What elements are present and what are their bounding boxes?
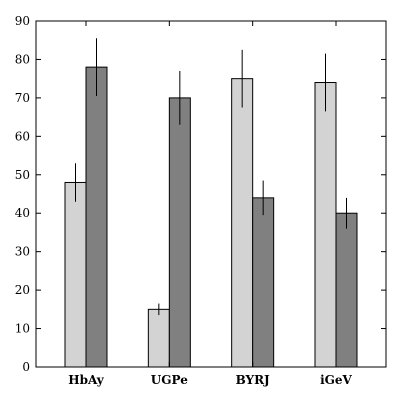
bar-BYRJ-series2 [252, 197, 275, 368]
bar-BYRJ-series1 [231, 78, 254, 368]
x-category-label-UGPe: UGPe [151, 373, 188, 387]
bars-layer [64, 66, 358, 368]
y-tick-label-30: 30 [15, 245, 30, 259]
bar-HbAy-series2 [85, 66, 108, 368]
x-category-label-BYRJ: BYRJ [236, 373, 270, 387]
bar-UGPe-series2 [168, 97, 191, 368]
y-tick-label-20: 20 [15, 283, 30, 297]
plot-frame [35, 20, 387, 368]
bar-HbAy-series1 [64, 181, 87, 368]
y-tick-label-90: 90 [15, 14, 30, 28]
error-bars-layer [75, 38, 347, 316]
bar-iGeV-series1 [314, 82, 337, 368]
bar-iGeV-series2 [335, 212, 358, 368]
y-tick-label-10: 10 [15, 322, 30, 336]
x-axis: HbAy UGPe BYRJ iGeV [68, 21, 353, 387]
bar-UGPe-series1 [147, 308, 170, 368]
y-tick-label-70: 70 [15, 91, 30, 105]
y-tick-label-80: 80 [15, 52, 30, 66]
y-tick-label-50: 50 [15, 168, 30, 182]
y-axis: 0 10 20 30 40 50 60 70 80 90 [15, 14, 386, 374]
y-tick-label-0: 0 [22, 360, 30, 374]
y-tick-label-40: 40 [15, 206, 30, 220]
x-category-label-iGeV: iGeV [320, 373, 352, 387]
x-category-label-HbAy: HbAy [68, 373, 105, 387]
y-tick-label-60: 60 [15, 129, 30, 143]
